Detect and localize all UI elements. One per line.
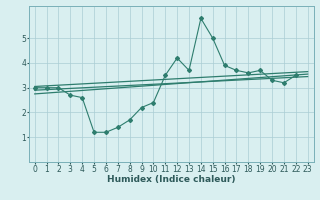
- X-axis label: Humidex (Indice chaleur): Humidex (Indice chaleur): [107, 175, 236, 184]
